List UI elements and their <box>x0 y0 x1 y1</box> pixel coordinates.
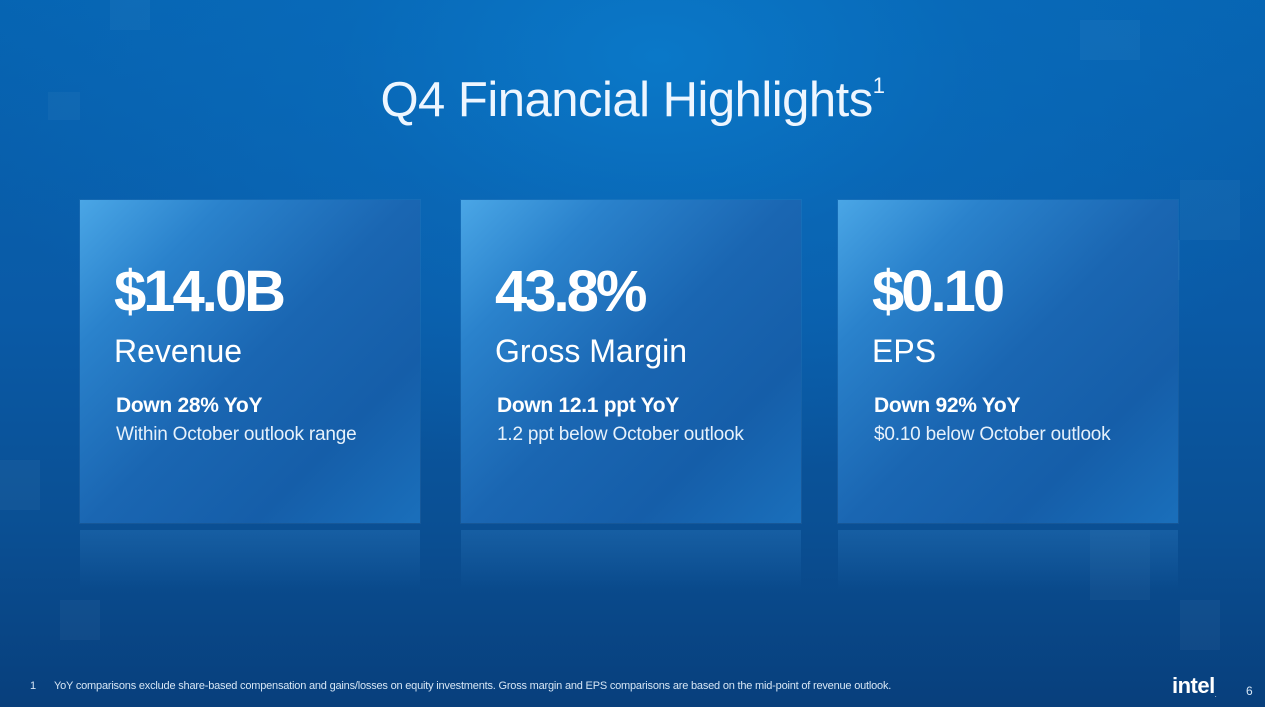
footnote-text: YoY comparisons exclude share-based comp… <box>54 680 892 692</box>
background-pixel <box>60 600 100 640</box>
eps-label: EPS <box>872 333 937 369</box>
gross-margin-value: 43.8% <box>495 259 647 324</box>
eps-value: $0.10 <box>872 259 1005 324</box>
revenue-card: $14.0B Revenue Down 28% YoY Within Octob… <box>80 200 420 590</box>
background-pixel <box>1080 20 1140 60</box>
gross-margin-change: Down 12.1 ppt YoY <box>497 394 679 417</box>
eps-card: $0.10 EPS Down 92% YoY $0.10 below Octob… <box>838 200 1178 590</box>
slide-title: Q4 Financial Highlights1 <box>0 72 1265 128</box>
revenue-value: $14.0B <box>114 259 286 324</box>
background-pixel <box>1180 600 1220 650</box>
intel-logo: intel. <box>1172 673 1217 699</box>
revenue-change: Down 28% YoY <box>116 394 263 417</box>
intel-logo-text: intel <box>1172 673 1215 698</box>
revenue-label: Revenue <box>114 333 243 369</box>
eps-change: Down 92% YoY <box>874 394 1021 417</box>
slide-title-text: Q4 Financial Highlights <box>380 73 873 127</box>
eps-detail: $0.10 below October outlook <box>874 424 1111 445</box>
revenue-detail: Within October outlook range <box>116 424 357 445</box>
gross-margin-card: 43.8% Gross Margin Down 12.1 ppt YoY 1.2… <box>461 200 801 590</box>
background-pixel <box>110 0 150 30</box>
background-pixel <box>1180 180 1240 240</box>
title-footnote-mark: 1 <box>872 72 885 98</box>
background-pixel <box>0 460 40 510</box>
gross-margin-detail: 1.2 ppt below October outlook <box>497 424 744 445</box>
page-number: 6 <box>1246 684 1253 698</box>
gross-margin-label: Gross Margin <box>495 333 688 369</box>
intel-logo-mark: . <box>1214 692 1217 699</box>
footnote-number: 1 <box>30 680 37 692</box>
